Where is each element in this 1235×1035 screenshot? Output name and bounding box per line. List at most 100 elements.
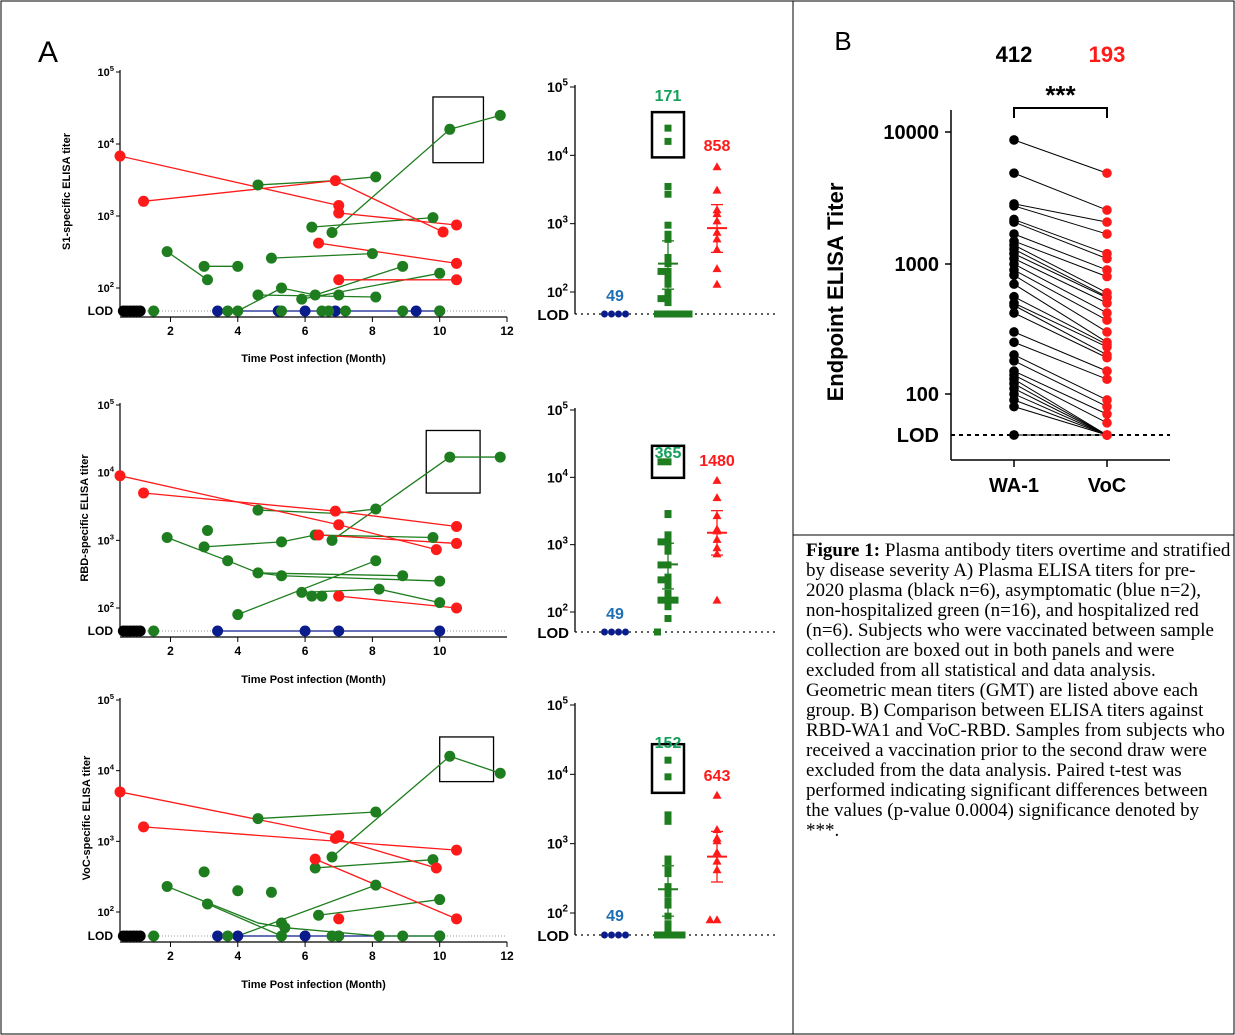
point-voc	[1102, 409, 1112, 419]
x-tick-label: 10	[433, 644, 447, 658]
y-tick-label: 102	[97, 904, 114, 919]
significance-label: ***	[1045, 80, 1076, 110]
gmt-point-blue	[601, 628, 608, 636]
point-green	[370, 806, 382, 818]
point-wa1	[1009, 430, 1019, 440]
gmt-point-green	[664, 596, 672, 604]
point-green	[306, 221, 318, 233]
point-green	[370, 879, 382, 891]
series-line-green	[331, 755, 501, 858]
point-green	[161, 246, 173, 258]
gmt-point-green	[664, 137, 672, 145]
gmt-label: 365	[655, 445, 682, 462]
point-green	[333, 930, 345, 942]
gmt-point-green	[664, 531, 672, 539]
point-blue	[212, 625, 224, 637]
gmt-point-red	[712, 493, 722, 502]
point-green	[313, 909, 325, 921]
series-line-green	[271, 252, 373, 259]
y-tick-label: 104	[97, 763, 114, 778]
point-black	[134, 305, 146, 317]
point-wa1	[1009, 229, 1019, 239]
point-green	[252, 289, 264, 301]
gmt-point-green	[654, 628, 661, 636]
point-red	[138, 195, 150, 207]
series-line-red	[143, 492, 336, 512]
point-green	[427, 532, 439, 544]
series-line-red	[335, 180, 444, 233]
point-wa1	[1009, 270, 1019, 281]
y-tick-label: 103	[547, 834, 569, 851]
point-green	[434, 894, 446, 906]
series-line-red	[119, 475, 339, 526]
point-red	[451, 844, 463, 856]
gmt-point-green	[664, 811, 672, 819]
x-tick-label: 8	[369, 324, 376, 338]
series-line-red	[119, 791, 339, 837]
gmt-point-blue	[615, 628, 622, 636]
point-red	[333, 590, 345, 602]
point-red	[451, 274, 463, 286]
vaccinated-box	[650, 444, 686, 480]
gmt-point-green	[664, 230, 672, 238]
point-voc	[1102, 401, 1112, 412]
point-green	[232, 305, 244, 317]
point-voc	[1102, 271, 1112, 282]
pair-line	[1013, 248, 1108, 298]
point-green	[397, 260, 409, 272]
point-green	[276, 282, 288, 294]
x-axis-title: Time Post infection (Month)	[241, 979, 386, 991]
point-green	[397, 305, 409, 317]
x-tick-label: 8	[369, 644, 376, 658]
point-voc	[1102, 308, 1112, 318]
point-blue	[410, 305, 422, 317]
point-green	[370, 503, 382, 515]
point-green	[252, 179, 264, 191]
point-voc	[1102, 315, 1112, 325]
gmt-point-green	[657, 596, 665, 604]
gmt-point-blue	[601, 931, 608, 939]
y-tick-label: 104	[547, 765, 569, 782]
point-wa1	[1009, 356, 1019, 366]
point-green	[252, 567, 264, 579]
gmt-label: 1480	[699, 453, 735, 470]
point-blue	[212, 305, 224, 317]
point-green	[444, 123, 456, 135]
gmt-point-blue	[615, 931, 622, 939]
point-green	[276, 536, 288, 548]
pair-line	[1013, 388, 1108, 436]
point-wa1	[1009, 168, 1019, 178]
series-line-red	[338, 212, 457, 226]
point-green	[296, 586, 308, 598]
gmt-point-green	[664, 511, 672, 519]
gmt-point-green	[664, 182, 672, 190]
point-red	[451, 219, 463, 231]
point-green	[370, 291, 382, 303]
gmt-point-green	[657, 267, 665, 275]
pair-line	[1013, 219, 1108, 255]
caption-title: Figure 1:	[806, 540, 881, 561]
panel-label-b: B	[834, 26, 851, 56]
vaccinated-box	[432, 96, 485, 164]
gmt-label-voc: 193	[1089, 42, 1126, 67]
series-line-red	[335, 837, 437, 869]
pair-line	[1013, 258, 1108, 304]
point-green	[198, 541, 210, 553]
point-black	[134, 625, 146, 637]
point-red	[430, 862, 442, 874]
y-tick-label: 103	[547, 535, 569, 552]
point-red	[313, 237, 325, 249]
pair-line	[1013, 312, 1108, 359]
point-voc	[1102, 265, 1112, 275]
point-green	[434, 267, 446, 279]
point-green	[444, 451, 456, 463]
y-tick-label-lod: LOD	[897, 425, 939, 447]
point-green	[427, 212, 439, 224]
point-red	[114, 150, 126, 162]
pair-line	[1013, 269, 1108, 321]
gmt-point-red	[712, 475, 722, 484]
y-tick-label: 102	[97, 280, 114, 295]
point-green	[222, 930, 234, 942]
point-red	[329, 175, 341, 187]
